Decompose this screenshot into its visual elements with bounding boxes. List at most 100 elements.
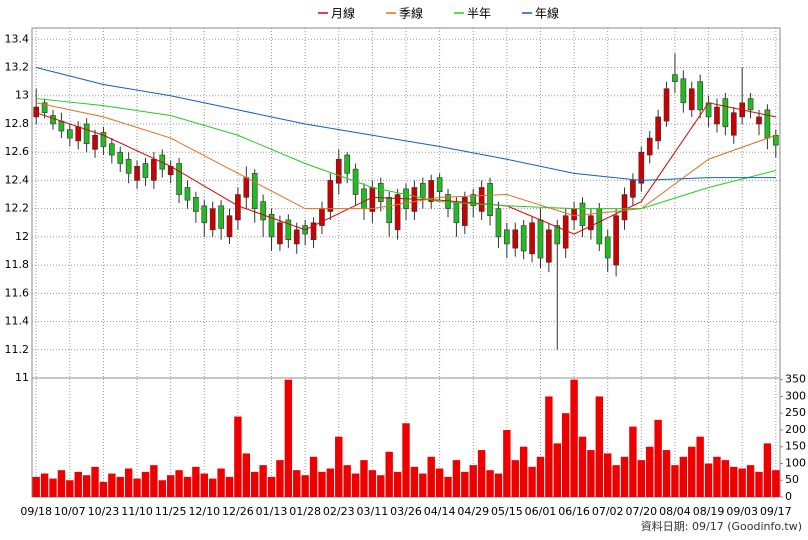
candle-body [554,225,561,245]
volume-bar [772,470,780,497]
volume-bar [225,476,234,497]
volume-bar [175,470,183,497]
x-tick-label: 01/13 [256,505,288,518]
y2-tick-label: 0 [785,490,792,503]
candle-body [604,236,611,259]
candle-body [235,194,241,221]
x-tick-label: 05/15 [491,505,523,518]
volume-bar [32,476,40,497]
candle-body [697,81,703,111]
volume-bar [385,451,393,497]
candle-body [487,182,493,217]
x-tick-label: 10/23 [88,505,120,518]
x-tick-label: 10/07 [54,505,86,518]
footer: 資料日期: 09/17 (Goodinfo.tw) [641,519,802,533]
y-tick-label: 12.8 [5,117,30,130]
candle-body [646,137,653,156]
x-tick-label: 02/23 [323,505,355,518]
volume-bar [578,436,587,497]
y-tick-label: 12 [15,230,29,243]
candle-body [394,194,401,231]
volume-bar [427,456,435,497]
candle-body [344,154,350,174]
candle-body [747,98,754,111]
candle-body [243,177,250,198]
candle-body [201,205,208,224]
volume-bar [461,471,469,497]
y2-tick-label: 350 [785,373,806,386]
ma-line [36,102,776,217]
volume-bar [503,429,511,497]
volume-bar [444,476,452,497]
volume-bar [519,446,528,497]
candle-body [546,229,552,263]
candle-body [251,173,258,209]
candle-body [562,215,569,249]
volume-bar [66,480,74,497]
candle-body [571,208,577,221]
candle-body [109,143,115,156]
volume-bar [335,436,343,497]
candle-body [655,116,661,142]
volume-bar [595,396,604,497]
volume-bar [629,426,637,497]
candle-body [218,205,224,229]
volume-bar [309,456,318,497]
candle-body [714,106,720,125]
volume-bar [671,465,679,497]
candle-body [327,180,334,212]
y2-tick-label: 50 [785,473,799,486]
x-tick-label: 09/18 [20,505,52,518]
volume-bar [259,465,267,497]
candle-body [596,208,603,245]
candle-body [184,187,191,201]
candle-body [630,180,636,198]
x-tick-label: 07/02 [592,505,624,518]
candle-body [764,109,771,139]
ma-line [36,67,776,181]
candle-body [756,116,762,125]
volume-bar [604,453,612,497]
volume-bar [99,481,108,497]
x-tick-label: 12/26 [222,505,254,518]
volume-bar [646,446,654,497]
candle-body [83,123,90,145]
volume-bar [410,466,419,497]
volume-bar [242,453,251,497]
volume-bar [477,450,486,497]
y2-tick-label: 150 [785,440,806,453]
candle-body [504,229,510,245]
y-tick-label: 13.4 [5,32,30,45]
x-tick-label: 04/14 [424,505,456,518]
x-tick-label: 06/01 [525,505,557,518]
volume-bar [192,466,200,497]
candle-body [613,215,619,266]
volume-bar [284,379,293,497]
x-tick-label: 04/29 [457,505,489,518]
candle-body [117,151,124,164]
volume-bar [49,478,57,497]
volume-bar [377,475,385,497]
volume-bar [688,446,696,497]
candle-body [730,112,737,136]
legend-label: 半年 [467,7,491,21]
volume-bar [393,471,402,497]
volume-bar [469,465,477,497]
candle-body [268,213,275,238]
volume-bar [452,460,461,497]
y-tick-label: 11.2 [5,343,30,356]
x-tick-label: 08/19 [693,505,725,518]
candle-body [58,120,65,132]
x-tick-label: 03/11 [357,505,389,518]
x-tick-label: 11/25 [155,505,187,518]
volume-bar [528,466,536,497]
y2-tick-label: 200 [785,423,806,436]
y-tick-label: 13.2 [5,61,30,74]
volume-bar [91,466,99,497]
candle-body [470,194,477,207]
candle-body [537,219,544,259]
y2-tick-label: 250 [785,406,806,419]
candle-body [688,88,695,111]
candle-body [722,98,729,128]
